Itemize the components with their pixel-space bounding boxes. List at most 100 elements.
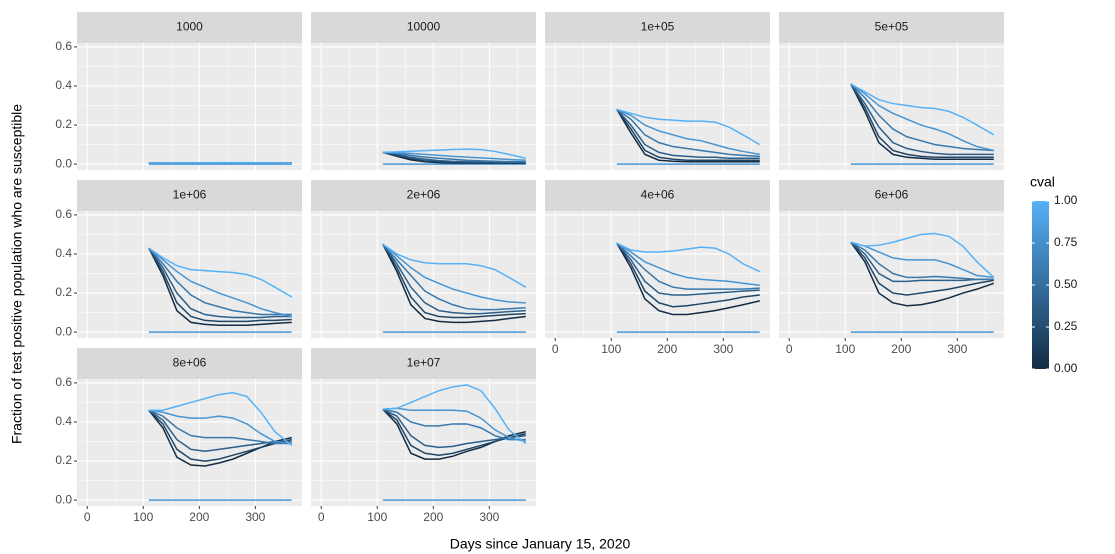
x-axis-label: Days since January 15, 2020 (450, 536, 631, 552)
series-line (850, 241, 994, 283)
series-line (148, 409, 292, 462)
x-tick-label: 0 (552, 342, 559, 356)
strip-label: 1000 (176, 20, 203, 34)
series-line (616, 242, 760, 290)
series-line (850, 83, 994, 156)
y-tick-label: 0.0 (55, 156, 72, 170)
strip-background (77, 180, 302, 211)
y-tick-label: 0.4 (55, 246, 72, 260)
series-line (850, 83, 994, 160)
series-line (148, 409, 292, 445)
series-line (616, 242, 760, 296)
y-tick-label: 0.2 (55, 117, 72, 131)
y-tick-label: 0.0 (55, 492, 72, 506)
strip-background (545, 180, 770, 211)
panel-background (311, 43, 536, 170)
panel: 1000 0.0 0.2 0.4 0.6 (55, 12, 302, 170)
series-line (148, 247, 292, 316)
strip-background (77, 12, 302, 43)
panel-background (77, 43, 302, 170)
series-line (382, 408, 526, 456)
strip-label: 4e+06 (641, 188, 675, 202)
series-line (850, 241, 994, 296)
series-line (148, 247, 292, 318)
strip-label: 1e+06 (173, 188, 207, 202)
series-line (850, 83, 994, 152)
series-line (148, 391, 293, 447)
series-line (382, 243, 526, 324)
series-line (382, 408, 526, 441)
panel: 8e+06 0.0 0.2 0.4 0.6 0 100 200 300 (55, 348, 302, 524)
x-tick-label: 300 (479, 510, 499, 524)
y-tick-label: 0.0 (55, 324, 72, 338)
panel: 1e+05 (545, 12, 770, 170)
series-line (850, 241, 994, 281)
x-tick-label: 100 (835, 342, 855, 356)
series-line (382, 384, 527, 445)
strip-label: 1e+07 (407, 356, 441, 370)
series-line (616, 242, 760, 308)
series-line (148, 247, 292, 327)
series-line (382, 243, 527, 288)
x-tick-label: 0 (84, 510, 91, 524)
panel: 10000 (311, 12, 536, 170)
strip-label: 5e+05 (875, 20, 909, 34)
strip-background (311, 348, 536, 379)
y-tick-label: 0.4 (55, 414, 72, 428)
series-line (148, 247, 292, 319)
colorbar-label: 0.25 (1054, 319, 1078, 333)
series-line (382, 407, 526, 443)
series-line (616, 242, 760, 286)
series-line (850, 83, 995, 136)
panel-background (779, 211, 1004, 338)
series-line (382, 151, 526, 161)
panel: 1e+07 0 100 200 300 (311, 348, 536, 524)
panel: 5e+05 (779, 12, 1004, 170)
strip-background (311, 12, 536, 43)
x-tick-label: 200 (189, 510, 209, 524)
strip-label: 6e+06 (875, 188, 909, 202)
series-line (616, 108, 761, 146)
series-line (382, 243, 526, 304)
panel-background (779, 43, 1004, 170)
series-line (850, 83, 994, 159)
series-line (850, 232, 995, 278)
series-line (616, 108, 760, 158)
x-tick-label: 100 (133, 510, 153, 524)
series-line (616, 108, 760, 161)
colorbar-label: 0.75 (1054, 235, 1078, 249)
panel: 6e+06 0 100 200 300 (779, 180, 1004, 356)
series-line (616, 108, 760, 156)
panel: 4e+06 0 100 200 300 (545, 180, 770, 356)
strip-background (77, 348, 302, 379)
strip-label: 10000 (407, 20, 441, 34)
strip-background (779, 12, 1004, 43)
series-line (616, 242, 761, 273)
x-tick-label: 200 (891, 342, 911, 356)
series-line (850, 241, 994, 279)
x-tick-label: 300 (245, 510, 265, 524)
panel-background (545, 211, 770, 338)
series-line (616, 108, 760, 160)
series-line (382, 148, 526, 160)
series-line (148, 409, 292, 445)
series-line (850, 241, 995, 307)
series-line (148, 161, 292, 164)
x-tick-label: 300 (947, 342, 967, 356)
series-line (382, 243, 526, 319)
colorbar-label: 1.00 (1054, 193, 1078, 207)
series-line (850, 83, 994, 152)
series-line (382, 243, 526, 315)
y-tick-label: 0.2 (55, 453, 72, 467)
strip-label: 8e+06 (173, 356, 207, 370)
y-tick-label: 0.4 (55, 78, 72, 92)
series-line (616, 242, 760, 316)
colorbar-label: 0.00 (1054, 361, 1078, 375)
series-line (382, 408, 526, 449)
x-tick-label: 0 (786, 342, 793, 356)
x-tick-label: 300 (713, 342, 733, 356)
x-tick-label: 200 (657, 342, 677, 356)
x-tick-label: 100 (367, 510, 387, 524)
panel: 1e+06 0.0 0.2 0.4 0.6 (55, 180, 302, 338)
